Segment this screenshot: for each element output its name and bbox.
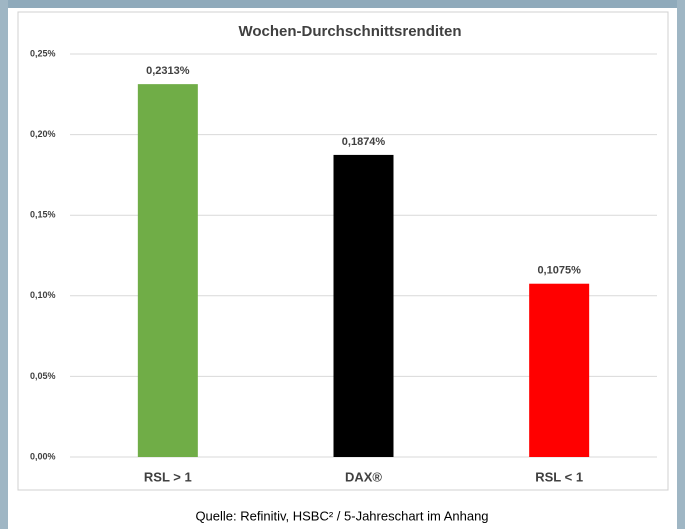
- chart-title: Wochen-Durchschnittsrenditen: [238, 23, 461, 40]
- header-band: [0, 0, 685, 8]
- y-tick-label: 0,25%: [30, 48, 56, 58]
- right-border: [677, 0, 685, 529]
- y-tick-label: 0,00%: [30, 451, 56, 461]
- x-tick-label: DAX®: [345, 469, 382, 484]
- y-tick-label: 0,10%: [30, 290, 56, 300]
- x-tick-label: RSL > 1: [144, 469, 192, 484]
- bar: [333, 154, 394, 457]
- bar: [529, 283, 590, 457]
- left-border: [0, 0, 8, 529]
- value-label: 0,1874%: [342, 136, 386, 148]
- source-note: Quelle: Refinitiv, HSBC² / 5-Jahreschart…: [195, 508, 488, 523]
- value-label: 0,2313%: [146, 65, 190, 77]
- value-label: 0,1075%: [537, 265, 581, 277]
- bar: [137, 84, 198, 457]
- x-tick-label: RSL < 1: [535, 469, 583, 484]
- y-tick-label: 0,05%: [30, 371, 56, 381]
- y-tick-label: 0,20%: [30, 129, 56, 139]
- y-tick-label: 0,15%: [30, 210, 56, 220]
